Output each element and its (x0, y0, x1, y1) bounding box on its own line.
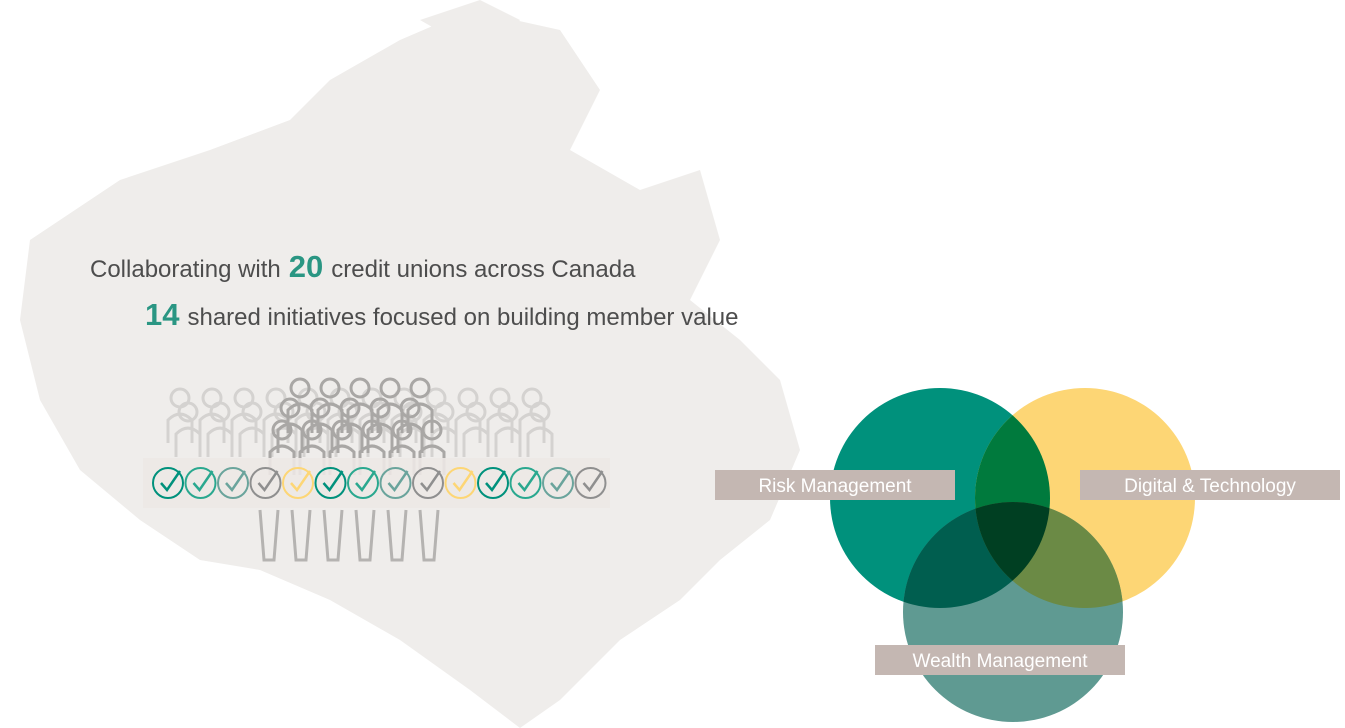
person-legs (322, 509, 344, 562)
check-circle (574, 467, 607, 499)
person-body (206, 426, 234, 457)
person-head (339, 397, 361, 419)
label-box (715, 470, 955, 500)
headline-line2: 14 shared initiatives focused on building… (145, 297, 738, 332)
person-head (331, 419, 353, 441)
person-body (430, 426, 458, 457)
check-circle (379, 467, 412, 499)
check-mark (517, 470, 539, 493)
person-legs (258, 509, 280, 562)
check-circle (282, 467, 314, 499)
person-head (301, 419, 323, 441)
check-mark (257, 470, 279, 493)
label-box (1080, 470, 1340, 500)
number: 14 (145, 297, 180, 332)
check-mark (160, 470, 182, 493)
person-legs (386, 509, 408, 562)
person-body (268, 444, 296, 475)
check-circle (184, 467, 217, 499)
person-head (399, 397, 421, 419)
venn-overlap (903, 502, 1050, 608)
number: 20 (289, 249, 323, 284)
person-body (462, 426, 490, 457)
check-mark (387, 470, 409, 493)
check-circle (444, 467, 477, 499)
person-head (361, 419, 383, 441)
map-island (300, 0, 520, 170)
check-circle (249, 467, 282, 499)
text: shared initiatives focused on building m… (187, 304, 738, 331)
check-mark (550, 470, 572, 493)
people-icons (166, 377, 554, 562)
check-mark (355, 470, 377, 493)
person-head (409, 377, 431, 399)
person-head (421, 419, 443, 441)
person-body (388, 444, 416, 475)
check-mark (192, 470, 214, 493)
person-head (279, 397, 301, 419)
person-head (391, 419, 413, 441)
check-mark (322, 470, 344, 493)
check-mark (290, 470, 312, 493)
person-body (406, 402, 434, 433)
check-circle (542, 467, 574, 499)
person-legs (354, 509, 376, 562)
venn-overlap (975, 502, 1123, 608)
map-background (20, 10, 800, 728)
person-body (298, 444, 326, 475)
person-head (319, 377, 341, 399)
person-body (494, 426, 522, 457)
venn-label: Digital & Technology (1124, 476, 1296, 497)
person-head (349, 377, 371, 399)
person-head (497, 401, 519, 423)
check-circle (412, 467, 444, 499)
person-body (418, 444, 446, 475)
headline-line1: Collaborating with 20 credit unions across… (90, 249, 636, 284)
check-mark (582, 470, 604, 493)
venn-label: Wealth Management (913, 651, 1089, 672)
check-mark (225, 470, 247, 493)
person-body (174, 426, 202, 457)
check-strip (143, 458, 610, 508)
check-mark (452, 470, 474, 493)
label-box (875, 645, 1125, 675)
check-icons (152, 467, 607, 499)
check-circle (509, 467, 542, 499)
check-circle (477, 467, 509, 499)
person-head (369, 397, 391, 419)
person-head (529, 401, 551, 423)
person-body (238, 426, 266, 457)
person-body (358, 444, 386, 475)
person-head (465, 401, 487, 423)
person-head (289, 377, 311, 399)
person-body (328, 444, 356, 475)
check-mark (485, 470, 507, 493)
person-head (271, 419, 293, 441)
check-circle (217, 467, 249, 499)
person-legs (290, 509, 312, 562)
person-body (270, 426, 298, 457)
person-head (209, 401, 231, 423)
person-body (526, 426, 554, 457)
text: credit unions across Canada (331, 256, 636, 283)
check-circle (152, 467, 184, 499)
check-mark (420, 470, 442, 493)
person-head (177, 401, 199, 423)
person-head (379, 377, 401, 399)
person-head (309, 397, 331, 419)
venn-label: Risk Management (758, 476, 912, 497)
person-head (241, 401, 263, 423)
check-circle (314, 467, 347, 499)
person-head (433, 401, 455, 423)
person-legs (418, 509, 440, 562)
text: Collaborating with (90, 256, 281, 283)
check-circle (347, 467, 379, 499)
